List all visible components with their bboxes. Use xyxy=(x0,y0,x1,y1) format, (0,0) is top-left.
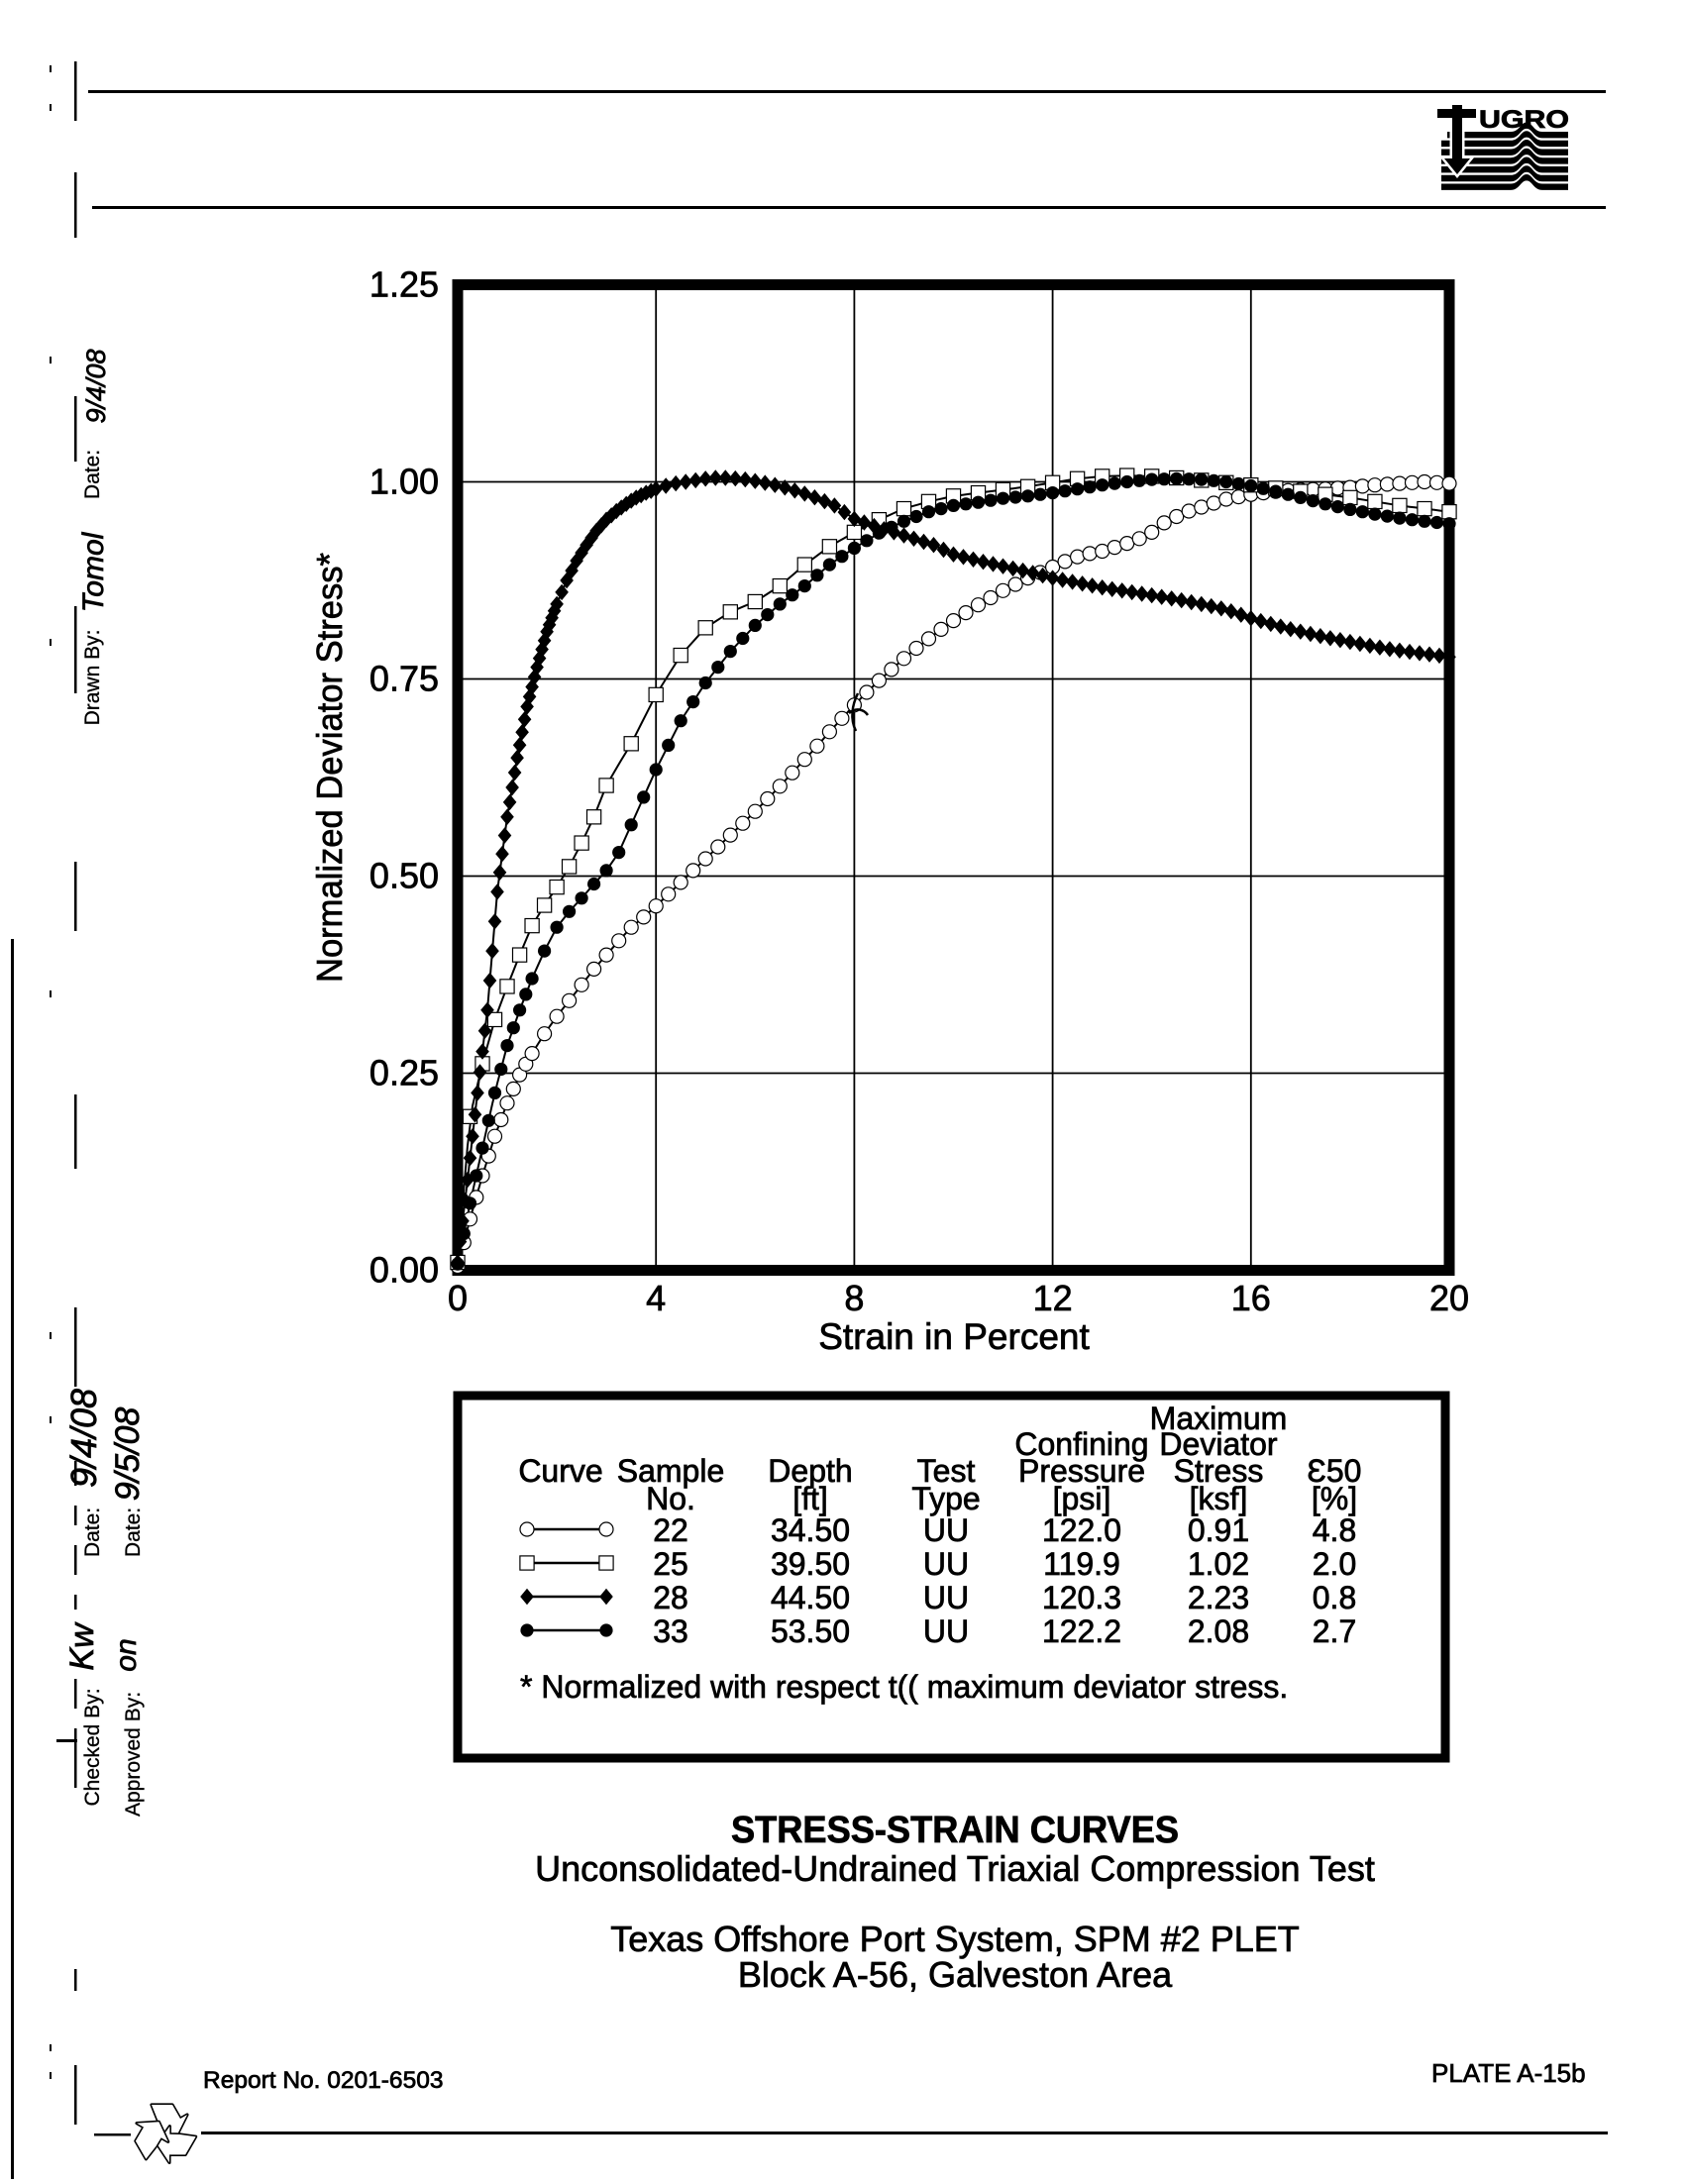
svg-text:12: 12 xyxy=(1033,1278,1073,1318)
svg-text:* Normalized with respect t((: * Normalized with respect t(( maximum de… xyxy=(520,1669,1288,1705)
svg-text:UU: UU xyxy=(923,1512,969,1548)
svg-text:Texas Offshore Port System, SP: Texas Offshore Port System, SPM #2 PLET xyxy=(610,1919,1300,1959)
svg-text:Kw: Kw xyxy=(63,1621,101,1671)
svg-text:2.08: 2.08 xyxy=(1188,1613,1249,1649)
svg-text:Type: Type xyxy=(911,1481,980,1516)
svg-text:Normalized Deviator Stress*: Normalized Deviator Stress* xyxy=(309,553,350,983)
svg-text:39.50: 39.50 xyxy=(771,1546,850,1582)
svg-text:9/5/08: 9/5/08 xyxy=(109,1407,147,1502)
svg-text:Checked By:: Checked By: xyxy=(81,1688,104,1806)
svg-text:1.25: 1.25 xyxy=(369,264,439,305)
svg-text:25: 25 xyxy=(653,1546,688,1582)
svg-text:1.00: 1.00 xyxy=(369,462,439,502)
svg-text:[ksf]: [ksf] xyxy=(1190,1481,1248,1516)
svg-text:Tomol: Tomol xyxy=(77,531,110,612)
svg-text:119.9: 119.9 xyxy=(1043,1546,1120,1582)
svg-text:9/4/08: 9/4/08 xyxy=(63,1389,104,1488)
svg-text:0.91: 0.91 xyxy=(1188,1512,1249,1548)
svg-text:0.50: 0.50 xyxy=(369,856,439,896)
svg-text:0.8: 0.8 xyxy=(1313,1580,1356,1615)
svg-text:1.02: 1.02 xyxy=(1188,1546,1249,1582)
svg-text:16: 16 xyxy=(1231,1278,1271,1318)
svg-text:22: 22 xyxy=(653,1512,688,1548)
svg-text:PLATE A-15b: PLATE A-15b xyxy=(1431,2058,1586,2088)
svg-text:33: 33 xyxy=(653,1613,688,1649)
svg-text:0.75: 0.75 xyxy=(369,659,439,699)
svg-text:STRESS-STRAIN CURVES: STRESS-STRAIN CURVES xyxy=(731,1810,1179,1851)
svg-text:Strain in Percent: Strain in Percent xyxy=(818,1316,1090,1357)
svg-text:122.0: 122.0 xyxy=(1042,1512,1121,1548)
svg-text:53.50: 53.50 xyxy=(771,1613,850,1649)
svg-text:Test: Test xyxy=(917,1453,976,1489)
svg-text:Block A-56, Galveston Area: Block A-56, Galveston Area xyxy=(738,1954,1173,1995)
svg-text:[ft]: [ft] xyxy=(792,1481,828,1516)
svg-text:0.00: 0.00 xyxy=(369,1250,439,1291)
svg-text:UU: UU xyxy=(923,1580,969,1615)
svg-text:2.0: 2.0 xyxy=(1313,1546,1356,1582)
svg-text:2.23: 2.23 xyxy=(1188,1580,1249,1615)
svg-text:8: 8 xyxy=(844,1278,864,1318)
svg-text:Deviator: Deviator xyxy=(1159,1426,1278,1462)
svg-text:UU: UU xyxy=(923,1613,969,1649)
svg-text:[%]: [%] xyxy=(1312,1481,1357,1516)
svg-text:Date:: Date: xyxy=(122,1508,145,1557)
svg-text:Ɛ50: Ɛ50 xyxy=(1308,1453,1362,1489)
svg-text:20: 20 xyxy=(1429,1278,1469,1318)
svg-text:0: 0 xyxy=(448,1278,468,1318)
svg-text:0.25: 0.25 xyxy=(369,1053,439,1093)
svg-text:Report No. 0201-6503: Report No. 0201-6503 xyxy=(203,2067,443,2094)
svg-text:Date:: Date: xyxy=(81,1508,104,1557)
svg-text:44.50: 44.50 xyxy=(771,1580,850,1615)
svg-text:28: 28 xyxy=(653,1580,688,1615)
svg-text:Curve: Curve xyxy=(518,1453,602,1489)
svg-text:2.7: 2.7 xyxy=(1313,1613,1356,1649)
svg-text:4: 4 xyxy=(646,1278,666,1318)
svg-text:Unconsolidated-Undrained Triax: Unconsolidated-Undrained Triaxial Compre… xyxy=(535,1848,1375,1889)
svg-text:Confining: Confining xyxy=(1014,1426,1148,1462)
svg-text:Maximum: Maximum xyxy=(1150,1401,1288,1436)
svg-text:34.50: 34.50 xyxy=(771,1512,850,1548)
svg-text:Stress: Stress xyxy=(1174,1453,1264,1489)
svg-text:120.3: 120.3 xyxy=(1042,1580,1121,1615)
svg-text:Drawn By:: Drawn By: xyxy=(81,630,104,726)
svg-text:Sample: Sample xyxy=(617,1453,725,1489)
svg-text:on: on xyxy=(110,1638,143,1671)
svg-text:UGRO: UGRO xyxy=(1479,106,1569,134)
svg-text:Date:: Date: xyxy=(81,450,104,499)
svg-text:Pressure: Pressure xyxy=(1018,1453,1145,1489)
svg-text:UU: UU xyxy=(923,1546,969,1582)
svg-text:Depth: Depth xyxy=(768,1453,852,1489)
svg-text:9/4/08: 9/4/08 xyxy=(81,349,111,423)
svg-text:[psi]: [psi] xyxy=(1053,1481,1111,1516)
svg-text:Approved By:: Approved By: xyxy=(122,1692,145,1817)
svg-text:4.8: 4.8 xyxy=(1313,1512,1356,1548)
svg-text:No.: No. xyxy=(646,1481,695,1516)
svg-text:122.2: 122.2 xyxy=(1042,1613,1121,1649)
